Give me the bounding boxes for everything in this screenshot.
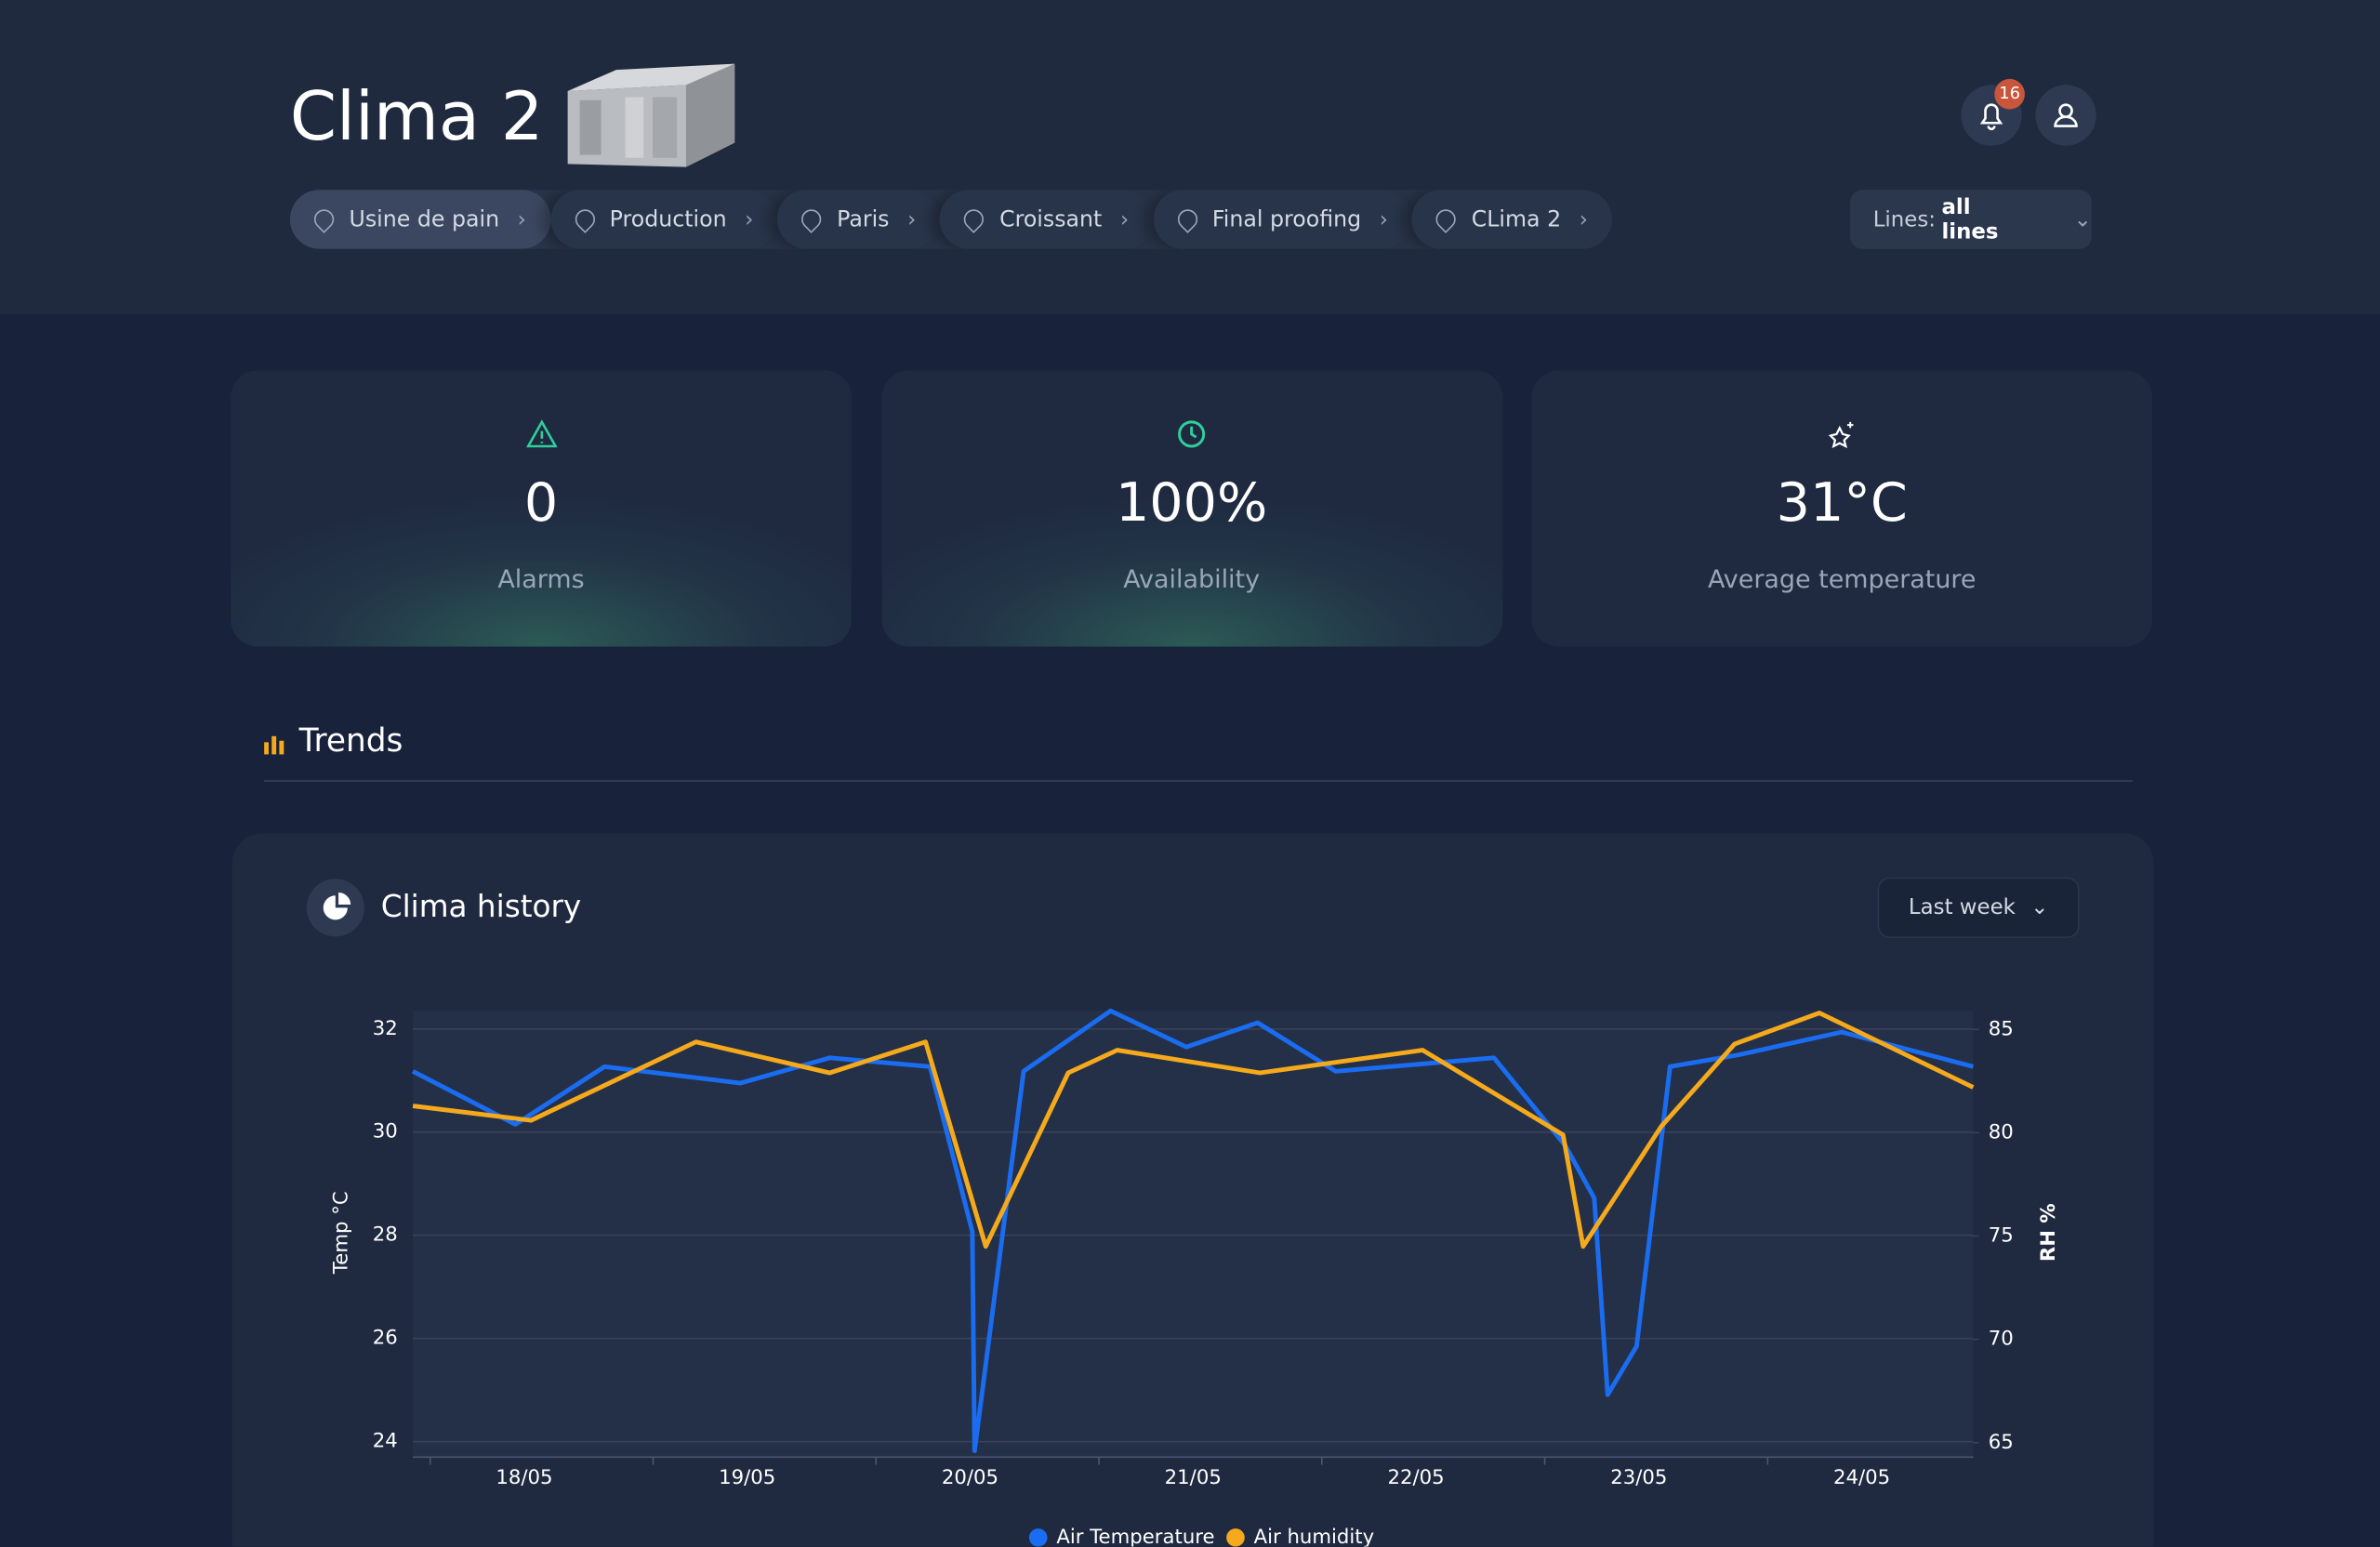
breadcrumb-label: Paris bbox=[837, 206, 890, 231]
y2-tick-label: 75 bbox=[1989, 1224, 2014, 1248]
kpi-label: Average temperature bbox=[1707, 564, 1977, 594]
x-tick-label: 21/05 bbox=[1165, 1466, 1222, 1489]
legend-label: Air humidity bbox=[1254, 1526, 1375, 1547]
chevron: › bbox=[1379, 206, 1388, 231]
y-tick-label: 28 bbox=[373, 1223, 398, 1247]
kpi-icon bbox=[525, 419, 557, 450]
chevron: › bbox=[517, 206, 526, 231]
header bbox=[0, 0, 2380, 314]
y-tick-label: 26 bbox=[373, 1327, 398, 1350]
y-tick-label: 24 bbox=[373, 1430, 398, 1453]
breadcrumb-label: Final proofing bbox=[1211, 206, 1362, 231]
profile-button[interactable] bbox=[2035, 85, 2096, 146]
notification-badge: 16 bbox=[1994, 78, 2025, 110]
lines-label: Lines: bbox=[1872, 206, 1936, 231]
chevron: › bbox=[1579, 206, 1588, 231]
breadcrumb[interactable]: Final proofing › bbox=[1153, 190, 1413, 249]
period-value: Last week bbox=[1908, 895, 2016, 920]
section-title: Trends bbox=[298, 722, 403, 760]
y2-tick-label: 65 bbox=[1989, 1431, 2014, 1454]
kpi-icon bbox=[1827, 419, 1858, 450]
breadcrumbs: Usine de pain › Production › Paris › Croissant… bbox=[289, 190, 1613, 249]
y-tick-label: 30 bbox=[373, 1120, 398, 1144]
breadcrumb-label: CLima 2 bbox=[1471, 206, 1562, 231]
breadcrumb[interactable]: CLima 2 › bbox=[1412, 190, 1613, 249]
machine-image bbox=[567, 63, 735, 167]
legend-swatch bbox=[1226, 1528, 1245, 1547]
trends-icon bbox=[264, 734, 285, 762]
kpi-value: 0 bbox=[523, 473, 559, 535]
legend-swatch bbox=[1028, 1528, 1048, 1547]
kpi-value: 100% bbox=[1115, 473, 1268, 535]
data-line bbox=[411, 1008, 1975, 1454]
x-tick-label: 19/05 bbox=[719, 1466, 775, 1489]
kpi-icon bbox=[1176, 419, 1207, 450]
breadcrumb[interactable]: Paris › bbox=[777, 190, 941, 249]
y2-tick-label: 80 bbox=[1989, 1120, 2014, 1144]
chevron: › bbox=[907, 206, 917, 231]
chart-icon bbox=[306, 879, 364, 937]
chevron: ⌄ bbox=[2073, 206, 2092, 231]
kpi-card: 100% Availability bbox=[880, 370, 1502, 647]
kpi-value: 31°C bbox=[1776, 473, 1908, 535]
x-tick-label: 22/05 bbox=[1387, 1466, 1444, 1489]
y-tick-label: 32 bbox=[373, 1017, 398, 1040]
legend-label: Air Temperature bbox=[1056, 1526, 1214, 1547]
x-tick-label: 23/05 bbox=[1610, 1466, 1667, 1489]
kpi-label: Availability bbox=[1123, 564, 1261, 594]
breadcrumb-label: Production bbox=[609, 206, 727, 231]
period-dropdown[interactable]: Last week ⌄ bbox=[1877, 877, 2080, 938]
y2-axis-label: RH % bbox=[2037, 1203, 2060, 1262]
y-axis-label: Temp °C bbox=[329, 1191, 352, 1275]
chevron: › bbox=[1119, 206, 1130, 231]
lines-dropdown[interactable]: Lines: all lines ⌄ bbox=[1850, 190, 2092, 249]
page-title: Clima 2 bbox=[289, 78, 544, 157]
x-tick-label: 20/05 bbox=[942, 1466, 998, 1489]
divider bbox=[264, 780, 2133, 782]
kpi-card: 31°C Average temperature bbox=[1531, 370, 2153, 647]
breadcrumb[interactable]: Usine de pain › bbox=[289, 190, 550, 249]
chevron: ⌄ bbox=[2030, 895, 2049, 920]
y2-tick-label: 70 bbox=[1989, 1328, 2014, 1351]
plot-area bbox=[413, 1011, 1974, 1458]
y2-tick-label: 85 bbox=[1989, 1017, 2014, 1040]
kpi-card: 0 Alarms bbox=[231, 370, 852, 647]
chevron: › bbox=[745, 206, 754, 231]
lines-value: all lines bbox=[1941, 194, 1999, 245]
kpi-label: Alarms bbox=[497, 564, 585, 594]
x-tick-label: 18/05 bbox=[496, 1466, 552, 1489]
x-tick-label: 24/05 bbox=[1833, 1466, 1890, 1489]
chart-title: Clima history bbox=[380, 888, 582, 925]
data-line bbox=[412, 1011, 1975, 1250]
breadcrumb-label: Usine de pain bbox=[349, 206, 500, 231]
breadcrumb[interactable]: Production › bbox=[549, 190, 778, 249]
breadcrumb-label: Croissant bbox=[999, 206, 1103, 231]
breadcrumb[interactable]: Croissant › bbox=[940, 190, 1154, 249]
